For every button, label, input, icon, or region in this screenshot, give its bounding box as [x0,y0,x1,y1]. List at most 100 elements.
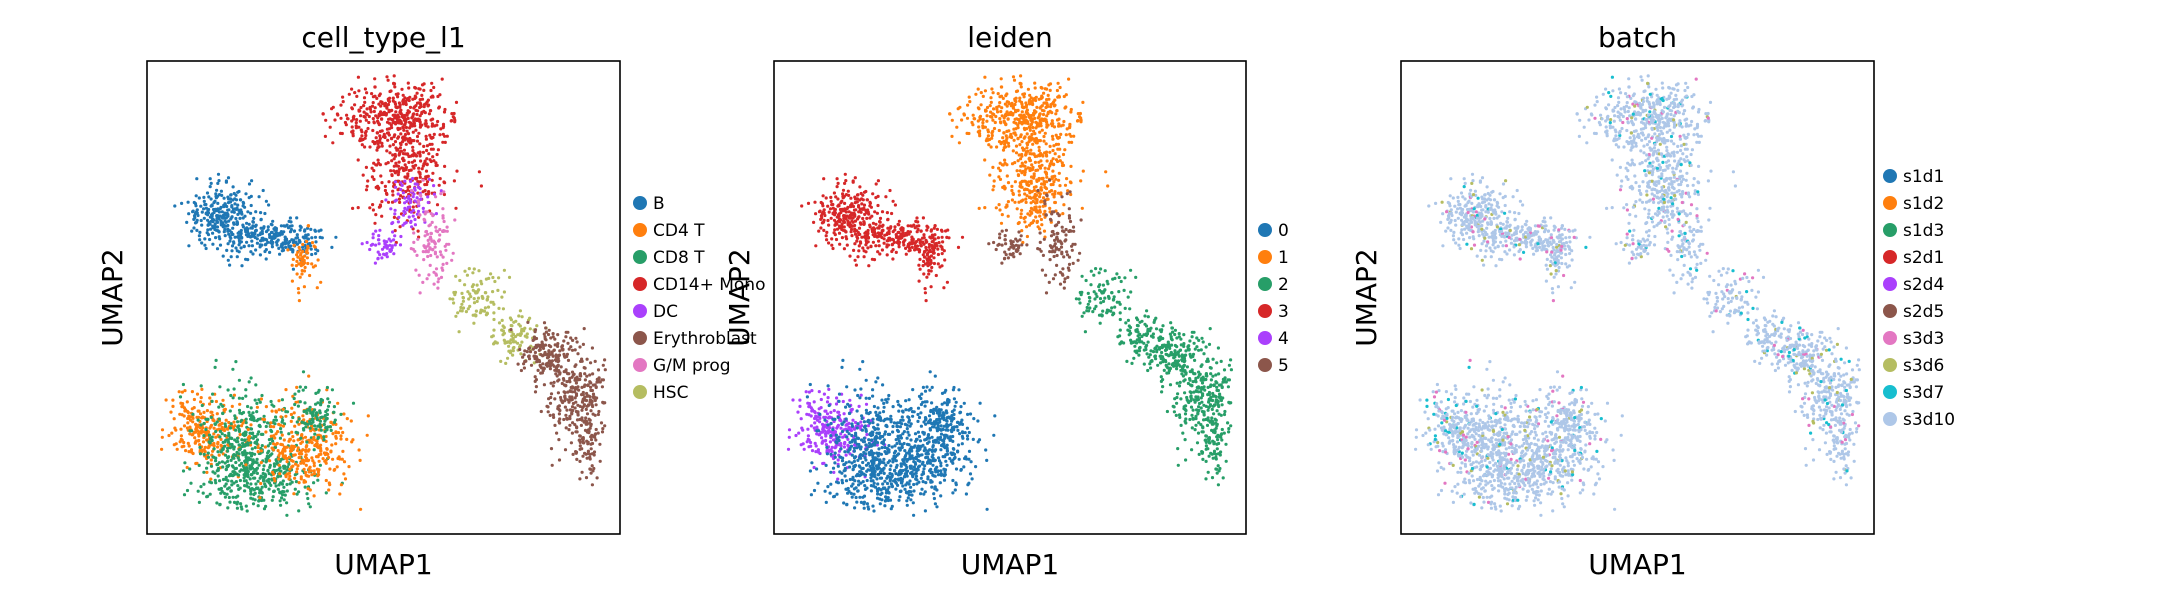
point-erythroblast [534,336,539,341]
point-cd8-t [226,388,230,392]
point-cd4-t [208,426,212,430]
point-cd4-t [259,397,263,401]
point-1 [1034,110,1038,114]
point-erythroblast [552,380,556,384]
point-erythroblast [584,476,589,480]
point-b [203,243,207,247]
point-b [234,246,238,250]
point-cd4-t [284,414,288,418]
point-cd14-mono [377,112,381,116]
point-cd8-t [285,501,289,505]
point-cd4-t [293,476,297,480]
point-cd14-mono [369,110,373,114]
point-cd14-mono [414,108,418,112]
point-3 [837,214,841,218]
point-1 [989,100,993,104]
point-hsc [476,296,481,300]
point-b [226,229,230,233]
point-3 [919,243,923,247]
point-cd14-mono [399,143,403,147]
point-cd14-mono [414,163,418,167]
point-1 [1018,81,1022,85]
point-1 [1020,208,1024,212]
point-erythroblast [591,383,595,387]
point-1 [1054,112,1058,116]
point-cd8-t [262,507,267,511]
point-1 [1033,132,1037,136]
point-g-m-prog [424,250,428,254]
point-b [225,248,229,252]
point-hsc [471,313,475,317]
point-3 [894,233,898,237]
point-1 [1014,89,1019,94]
point-cd14-mono [396,126,400,130]
point-3 [822,177,826,181]
point-1 [1079,179,1083,183]
point-cd4-t [300,269,304,273]
point-3 [850,227,854,232]
point-cd4-t [286,248,290,252]
point-5 [1047,280,1051,284]
point-5 [1067,268,1071,272]
point-1 [1040,108,1044,112]
point-cd8-t [298,385,302,389]
point-cd14-mono [404,125,408,130]
point-cd14-mono [345,113,349,117]
point-1 [1021,92,1025,96]
point-cd4-t [201,415,205,419]
point-1 [1029,175,1034,179]
point-1 [1063,183,1068,187]
point-erythroblast [543,350,547,355]
point-cd8-t [253,476,257,480]
point-cd14-mono [396,114,400,119]
point-1 [1057,155,1061,159]
point-cd8-t [217,487,221,491]
point-g-m-prog [442,219,446,224]
point-b [207,195,211,199]
point-1 [1035,219,1039,223]
point-5 [1011,252,1015,256]
point-b [237,243,241,247]
point-cd4-t [310,456,314,460]
point-g-m-prog [426,232,430,236]
point-cd4-t [319,280,323,284]
point-b [220,210,224,214]
point-erythroblast [549,447,554,451]
point-erythroblast [570,431,575,435]
point-1 [1046,93,1050,97]
point-cd8-t [237,408,242,412]
point-b [221,216,225,220]
point-cd8-t [287,432,291,436]
point-cd8-t [234,428,238,432]
point-cd4-t [284,388,288,392]
point-cd4-t [272,448,276,452]
point-b [195,228,199,232]
point-1 [1039,199,1043,203]
point-cd14-mono [399,194,403,198]
point-3 [827,223,831,227]
point-cd8-t [202,470,206,474]
point-b [310,236,314,240]
point-erythroblast [578,440,582,444]
point-5 [1062,280,1067,284]
point-1 [985,114,989,118]
point-cd8-t [255,401,259,405]
point-cd4-t [190,450,194,454]
point-5 [998,236,1002,240]
point-g-m-prog [439,253,443,257]
point-cd4-t [292,411,296,415]
point-1 [1025,143,1030,147]
point-cd14-mono [367,120,371,125]
point-1 [1051,137,1055,141]
point-cd4-t [199,400,203,404]
point-g-m-prog [422,258,426,262]
point-erythroblast [509,328,513,332]
point-cd8-t [273,422,277,426]
point-cd8-t [253,446,257,450]
point-erythroblast [560,347,564,351]
point-b [211,224,215,228]
point-erythroblast [566,390,570,394]
point-dc [378,253,382,257]
point-cd4-t [238,402,242,406]
point-erythroblast [603,358,607,362]
